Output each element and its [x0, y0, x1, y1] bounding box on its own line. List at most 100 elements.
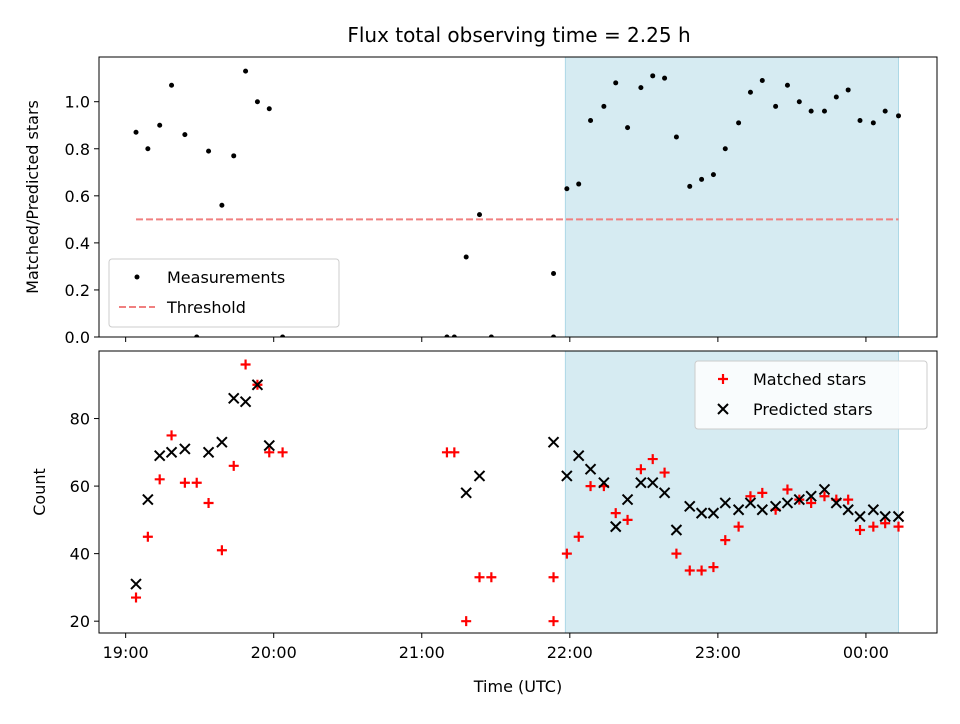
predicted-star-point	[610, 520, 622, 533]
measurement-point	[784, 82, 790, 88]
matched-star-point	[548, 572, 559, 583]
axes-frame	[98, 350, 938, 634]
predicted-star-point	[153, 449, 166, 462]
matched-star-point	[696, 565, 707, 576]
measurement-point	[710, 172, 716, 178]
matched-star-point	[708, 562, 719, 573]
measurement-point	[194, 334, 200, 337]
predicted-star-point	[572, 449, 585, 462]
matched-star-point	[745, 491, 756, 502]
measurement-point	[254, 99, 260, 105]
measurement-point	[722, 146, 728, 152]
measurement-point	[564, 186, 570, 192]
measurement-point	[157, 122, 163, 128]
measurement-point	[896, 113, 902, 119]
measurement-point	[759, 78, 765, 84]
measurement-point	[266, 106, 272, 112]
measurement-point	[736, 120, 742, 126]
legend-label: Predicted stars	[753, 400, 873, 419]
matched-star-point	[474, 572, 485, 583]
predicted-star-point	[781, 497, 794, 509]
measurement-point	[882, 108, 888, 114]
predicted-star-point	[202, 446, 215, 459]
y-tick-label: 60	[70, 477, 90, 496]
predicted-star-point	[263, 439, 275, 452]
predicted-star-point	[228, 392, 240, 404]
legend-box	[108, 258, 340, 328]
matched-star-point	[228, 460, 239, 471]
matched-star-point	[277, 447, 288, 458]
matched-star-point	[486, 572, 497, 583]
matched-star-point	[154, 474, 165, 485]
predicted-star-point	[879, 510, 891, 523]
predicted-star-point	[684, 500, 696, 513]
predicted-star-point	[130, 578, 142, 590]
chart-title: Flux total observing time = 2.25 h	[347, 23, 690, 47]
matched-star-point	[191, 477, 202, 488]
measurement-point	[182, 132, 188, 138]
matched-star-point	[585, 481, 596, 492]
matched-star-point	[843, 494, 854, 505]
x-tick-label: 22:00	[547, 643, 593, 662]
y-tick-label: 20	[70, 612, 90, 631]
measurement-point	[747, 89, 753, 95]
predicted-star-point	[805, 490, 817, 502]
matched-star-point	[240, 359, 251, 370]
predicted-star-point	[142, 493, 154, 506]
matched-star-point	[684, 565, 695, 576]
y-tick-label: 0.4	[65, 234, 90, 253]
matched-star-point	[819, 491, 830, 502]
matched-star-point	[561, 548, 572, 559]
measurement-point	[551, 270, 557, 276]
matched-star-point	[166, 430, 177, 441]
measurement-point	[133, 129, 139, 135]
measurement-point	[280, 334, 286, 337]
measurement-point	[662, 75, 668, 81]
predicted-star-point	[892, 510, 905, 523]
matched-star-point	[635, 464, 646, 475]
predicted-star-point	[756, 504, 769, 516]
measurement-point	[576, 181, 582, 187]
matched-star-point	[573, 531, 584, 542]
predicted-star-point	[670, 524, 683, 536]
predicted-star-point	[460, 487, 472, 499]
measurement-point	[673, 134, 679, 140]
measurement-point	[551, 334, 557, 337]
predicted-star-point	[598, 477, 610, 489]
predicted-star-point	[695, 507, 708, 519]
predicted-star-point	[854, 510, 866, 523]
measurement-point	[588, 118, 594, 124]
matched-star-point	[806, 497, 817, 508]
measurement-point	[870, 120, 876, 126]
x-tick-label: 23:00	[695, 643, 741, 662]
matched-star-point	[733, 521, 744, 532]
measurement-point	[773, 103, 779, 109]
y-tick-label: 40	[70, 545, 90, 564]
matched-star-point	[610, 508, 621, 519]
matched-star-point	[659, 467, 670, 478]
legend-label: Measurements	[167, 268, 285, 287]
matched-star-point	[855, 524, 866, 535]
measurement-point	[650, 73, 656, 79]
y-tick-label: 1.0	[65, 93, 90, 112]
y-tick-label: 0.0	[65, 328, 90, 347]
legend-box	[694, 360, 928, 430]
measurement-point	[145, 146, 151, 152]
measurement-point	[857, 118, 863, 124]
matched-star-point	[203, 497, 214, 508]
y-tick-label: 80	[70, 410, 90, 429]
predicted-star-point	[830, 497, 843, 509]
legend-label: Threshold	[166, 298, 246, 317]
matched-star-point	[868, 521, 879, 532]
measurement-point	[477, 212, 483, 218]
legend: Measurements Threshold	[108, 258, 340, 328]
measurement-point	[699, 176, 705, 182]
legend-plus-marker	[718, 374, 728, 384]
matched-star-point	[720, 535, 731, 546]
x-axis-label: Time (UTC)	[473, 677, 562, 696]
legend-dot-marker	[134, 274, 140, 280]
measurement-point	[444, 334, 450, 337]
measurement-point	[488, 334, 494, 337]
predicted-star-point	[842, 504, 854, 516]
predicted-star-point	[818, 483, 831, 496]
